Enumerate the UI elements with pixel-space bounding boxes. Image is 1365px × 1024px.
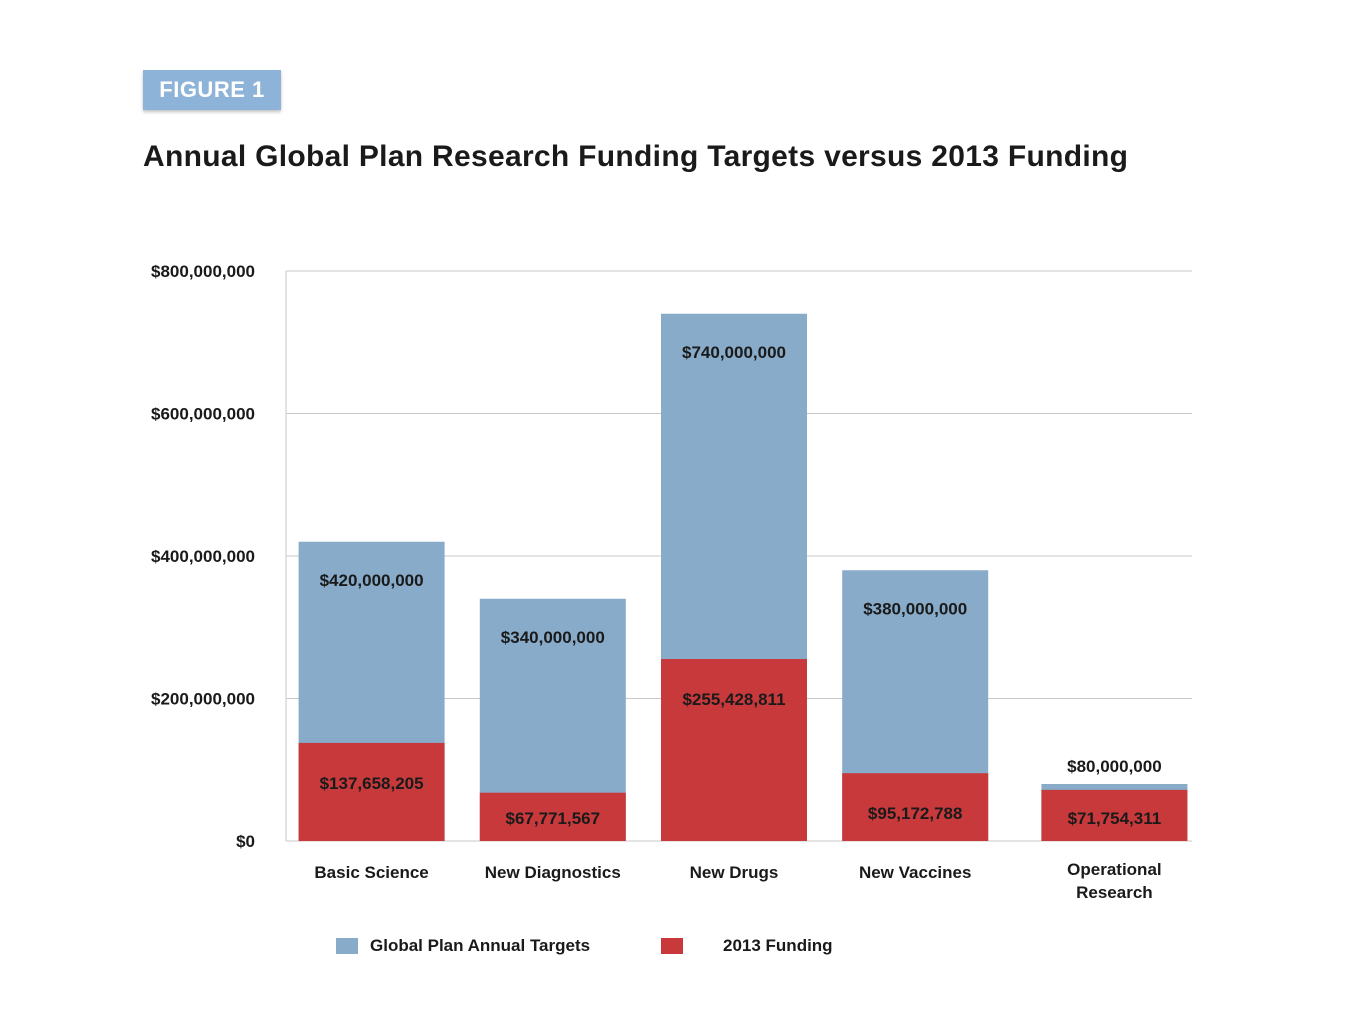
legend-label-targets: Global Plan Annual Targets [370,936,591,955]
data-label-funding: $137,658,205 [320,774,424,793]
y-tick-label: $400,000,000 [151,547,255,566]
bar-funding [479,792,626,841]
bar-funding [842,773,989,841]
x-tick-label: Research [1076,883,1153,902]
legend-label-funding: 2013 Funding [723,936,833,955]
x-tick-label: Basic Science [314,863,428,882]
data-label-target: $340,000,000 [501,628,605,647]
data-label-target: $740,000,000 [682,343,786,362]
legend-swatch-funding [661,938,683,954]
data-label-target: $420,000,000 [320,571,424,590]
chart-title: Annual Global Plan Research Funding Targ… [143,140,1129,173]
bar-funding [298,742,445,841]
y-tick-label: $800,000,000 [151,262,255,281]
data-label-funding: $95,172,788 [868,804,963,823]
legend-item-funding: 2013 Funding [661,936,833,956]
x-tick-label: New Drugs [690,863,779,882]
x-tick-label: New Diagnostics [485,863,621,882]
y-tick-label: $0 [236,832,255,851]
legend-swatch-targets [336,938,358,954]
bar-funding [1041,789,1188,841]
y-tick-label: $600,000,000 [151,405,255,424]
data-label-funding: $71,754,311 [1068,809,1162,828]
legend-item-targets: Global Plan Annual Targets [336,936,590,956]
x-tick-label: Operational [1067,860,1161,879]
bar-funding [661,659,807,841]
data-label-funding: $67,771,567 [506,809,601,828]
y-tick-label: $200,000,000 [151,690,255,709]
x-tick-label: New Vaccines [859,863,971,882]
figure-badge: FIGURE 1 [143,70,281,110]
data-label-target: $380,000,000 [863,599,967,618]
data-label-funding: $255,428,811 [682,690,785,709]
data-label-target: $80,000,000 [1067,757,1162,776]
figure-label: FIGURE 1 [159,77,265,102]
